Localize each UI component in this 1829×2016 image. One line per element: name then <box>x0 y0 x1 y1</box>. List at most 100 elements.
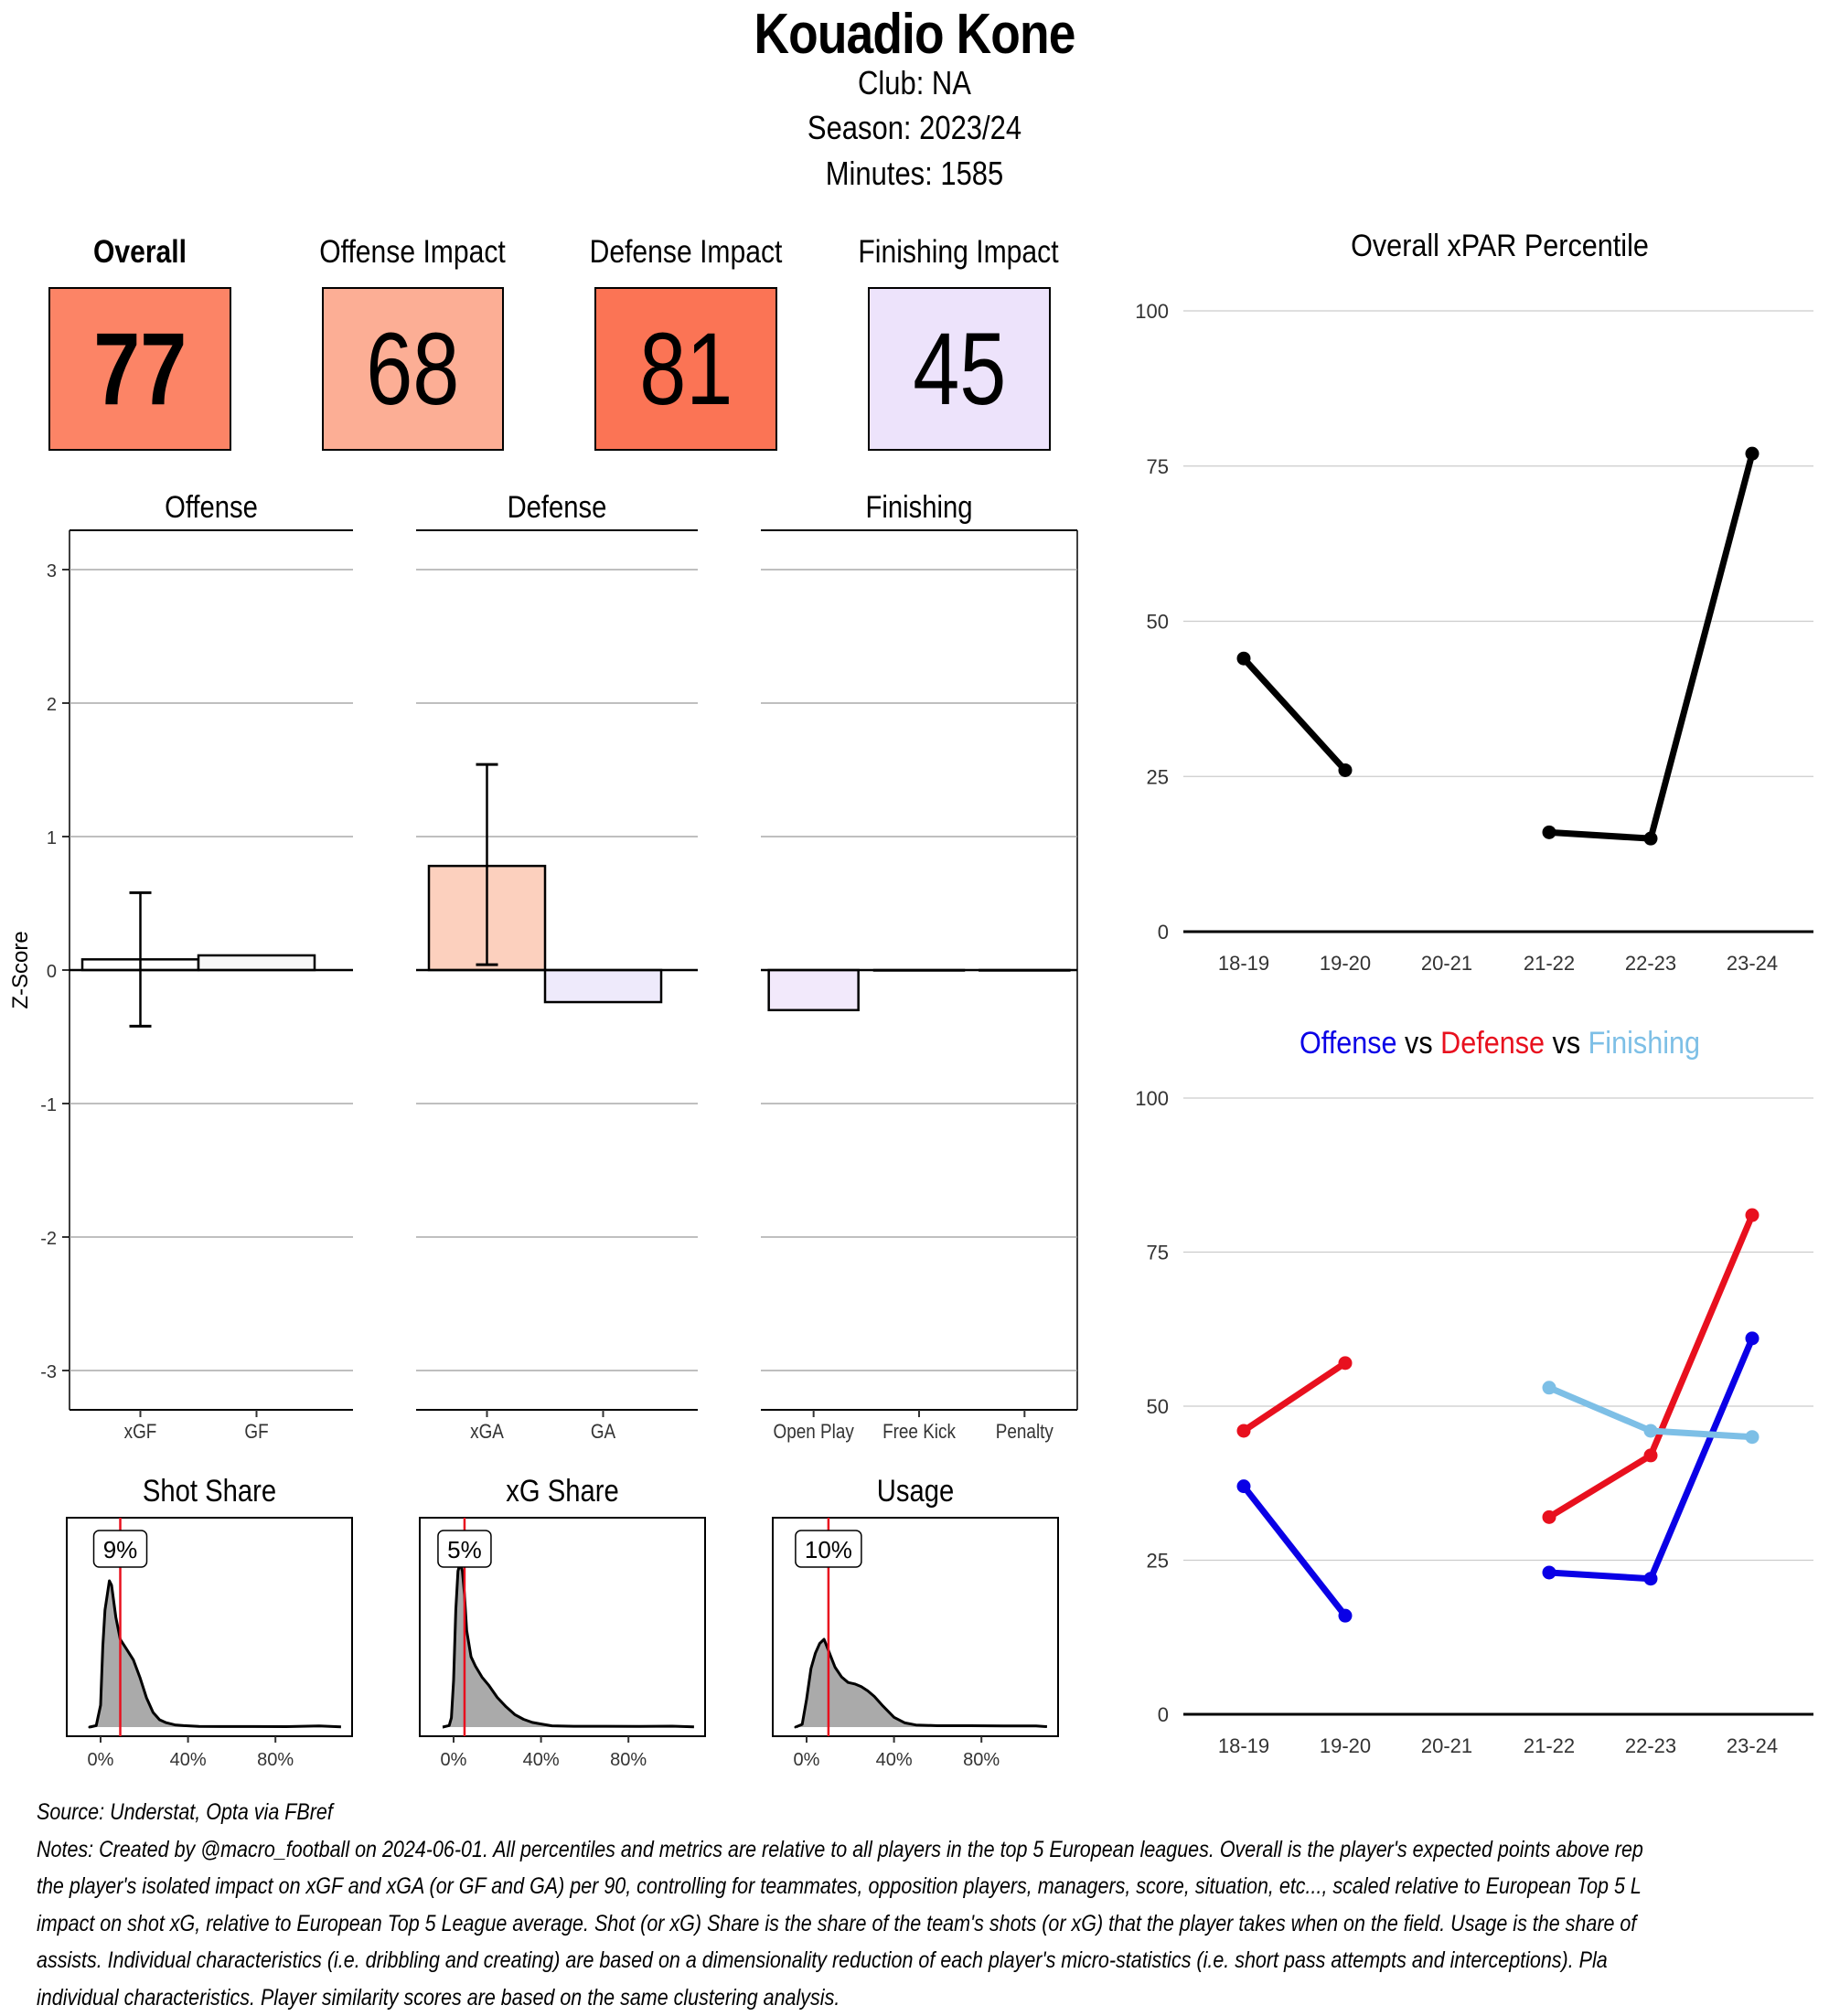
x-tick-label: 21-22 <box>1524 952 1575 975</box>
x-tick-label: 0% <box>794 1750 820 1770</box>
x-tick-label: 19-20 <box>1320 1734 1371 1757</box>
y-tick-label: -3 <box>40 1362 57 1382</box>
facet-title: Defense <box>508 489 607 525</box>
x-tick-label: 19-20 <box>1320 952 1371 975</box>
density-title: Usage <box>877 1473 954 1509</box>
title-part-vs: vs <box>1545 1026 1580 1061</box>
series-line <box>1244 1487 1345 1616</box>
player-value-label: 9% <box>103 1536 138 1563</box>
minutes-label: Minutes: 1585 <box>128 155 1701 193</box>
x-tick-label: 0% <box>441 1750 467 1770</box>
player-value-label: 5% <box>447 1536 482 1563</box>
overall-score-box: 77 <box>48 287 231 451</box>
series-defense <box>1237 1209 1759 1524</box>
x-tick-label: 80% <box>257 1750 294 1770</box>
facet-offense: Offense xGF GF <box>70 489 353 1443</box>
facet-title: Offense <box>165 489 258 525</box>
data-point <box>1237 1424 1251 1437</box>
defense-impact-label: Defense Impact <box>568 234 804 271</box>
x-tick-label: GA <box>591 1421 616 1444</box>
series-line <box>1549 1215 1752 1517</box>
x-tick-label: 18-19 <box>1218 952 1269 975</box>
x-tick-label: 21-22 <box>1524 1734 1575 1757</box>
series-line <box>1549 453 1752 838</box>
data-point <box>1746 447 1759 461</box>
x-tick-label: Open Play <box>774 1421 855 1444</box>
data-point <box>1746 1430 1759 1444</box>
series-line <box>1244 1363 1345 1431</box>
y-tick-label: 75 <box>1147 455 1169 478</box>
overall-score-label: Overall <box>22 234 258 271</box>
x-tick-label: xGA <box>470 1421 504 1444</box>
x-tick-label: 23-24 <box>1727 952 1778 975</box>
offense-impact-value: 68 <box>366 318 459 421</box>
facet-defense: Defense xGA GA <box>416 489 698 1443</box>
y-tick-label: 100 <box>1135 300 1169 323</box>
title-part-defense: Defense <box>1433 1026 1545 1061</box>
x-tick-label: xGF <box>124 1421 157 1444</box>
finishing-impact-value: 45 <box>913 318 1006 421</box>
notes-line: the player's isolated impact on xGF and … <box>37 1868 1578 1905</box>
data-point <box>1339 1609 1353 1623</box>
y-tick-label: 0 <box>1158 1703 1169 1726</box>
y-tick-label: 0 <box>47 962 57 982</box>
data-point <box>1543 1510 1556 1524</box>
title-part-vs: vs <box>1397 1026 1433 1061</box>
finishing-impact-box: 45 <box>868 287 1051 451</box>
x-tick-label: Free Kick <box>882 1421 957 1444</box>
club-label: Club: NA <box>128 64 1701 102</box>
defense-impact-box: 81 <box>594 287 777 451</box>
y-tick-label: 2 <box>47 695 57 715</box>
offense-impact-label: Offense Impact <box>294 234 530 271</box>
notes-line: assists. Individual characteristics (i.e… <box>37 1942 1578 1979</box>
data-point <box>1543 1565 1556 1579</box>
series-line <box>1244 658 1345 770</box>
notes-line: Notes: Created by @macro_football on 202… <box>37 1831 1578 1869</box>
y-tick-label: 50 <box>1147 611 1169 634</box>
player-name-title: Kouadio Kone <box>128 2 1701 67</box>
facet-finishing: Finishing Open Play Free Kick Penalty <box>761 489 1077 1443</box>
y-tick-label: 75 <box>1147 1242 1169 1264</box>
data-point <box>1644 832 1658 846</box>
data-point <box>1237 1479 1251 1493</box>
y-tick-label: -2 <box>40 1229 57 1249</box>
x-tick-label: 80% <box>610 1750 647 1770</box>
bar-ga <box>545 970 661 1002</box>
series-finishing <box>1543 1381 1759 1444</box>
x-tick-label: 40% <box>523 1750 560 1770</box>
finishing-impact-label: Finishing Impact <box>840 234 1076 271</box>
season-label: Season: 2023/24 <box>128 109 1701 147</box>
y-tick-label: -1 <box>40 1095 57 1115</box>
series-overall <box>1237 447 1759 846</box>
density-xg-share: xG Share 5% 0% 40% 80% <box>420 1473 705 1770</box>
y-tick-label: 100 <box>1135 1087 1169 1110</box>
x-tick-label: 80% <box>963 1750 1000 1770</box>
x-tick-label: 18-19 <box>1218 1734 1269 1757</box>
offense-impact-box: 68 <box>322 287 504 451</box>
density-title: xG Share <box>506 1473 618 1509</box>
notes-line: individual characteristics. Player simil… <box>37 1979 1578 2016</box>
defense-impact-value: 81 <box>639 318 733 421</box>
data-point <box>1543 826 1556 839</box>
components-line-chart: Offense vs Defense vs Finishing025507510… <box>1097 1006 1829 1774</box>
y-tick-label: 0 <box>1158 921 1169 944</box>
x-tick-label: Penalty <box>996 1421 1054 1444</box>
data-point <box>1339 1356 1353 1370</box>
bar-open-play <box>769 970 859 1010</box>
x-tick-label: 22-23 <box>1625 1734 1676 1757</box>
data-point <box>1644 1424 1658 1437</box>
data-point <box>1339 763 1353 777</box>
x-tick-label: 20-21 <box>1421 952 1472 975</box>
data-point <box>1543 1381 1556 1394</box>
x-tick-label: 20-21 <box>1421 1734 1472 1757</box>
data-point <box>1644 1572 1658 1585</box>
footer-notes: Source: Understat, Opta via FBref Notes:… <box>37 1794 1578 2016</box>
x-tick-label: GF <box>244 1421 268 1444</box>
facet-title: Finishing <box>866 489 973 525</box>
data-point <box>1644 1448 1658 1462</box>
x-tick-label: 22-23 <box>1625 952 1676 975</box>
